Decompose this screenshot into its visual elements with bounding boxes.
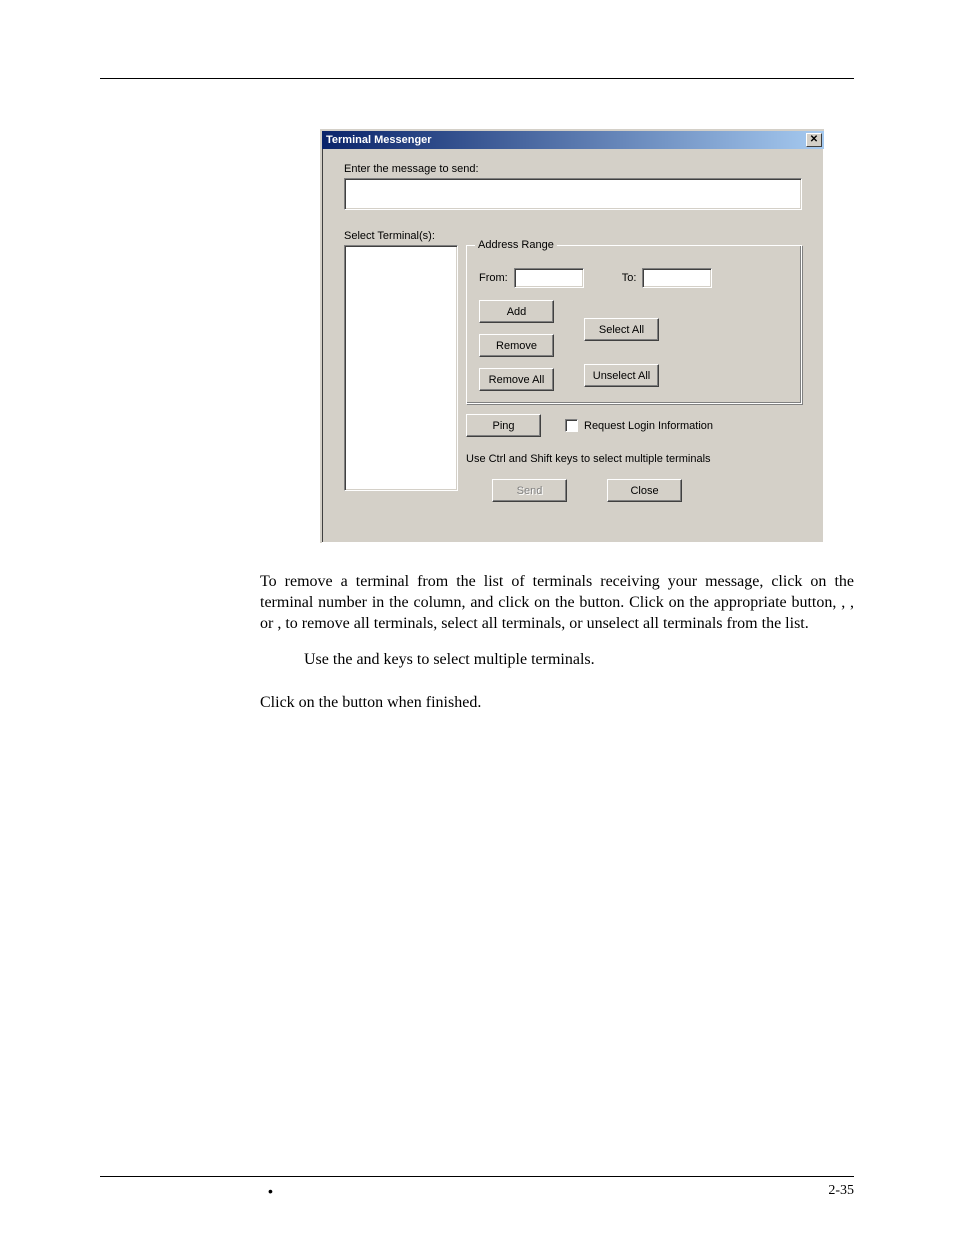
from-label: From: <box>479 272 508 284</box>
send-button[interactable]: Send <box>492 479 567 502</box>
add-button[interactable]: Add <box>479 300 554 323</box>
remove-button[interactable]: Remove <box>479 334 554 357</box>
paragraph-1: To remove a terminal from the list of te… <box>260 572 854 634</box>
remove-all-button[interactable]: Remove All <box>479 368 554 391</box>
close-icon[interactable]: ✕ <box>806 133 822 147</box>
terminals-listbox[interactable] <box>344 245 458 491</box>
paragraph-3: Click on the button when finished. <box>260 693 854 714</box>
enter-message-label: Enter the message to send: <box>344 163 802 175</box>
terminal-messenger-dialog: Terminal Messenger ✕ Enter the message t… <box>320 129 824 543</box>
note-line: Use the and keys to select multiple term… <box>260 650 854 671</box>
message-input[interactable] <box>344 178 802 210</box>
page-footer: • 2-35 <box>100 1183 854 1199</box>
close-button[interactable]: Close <box>607 479 682 502</box>
group-title: Address Range <box>475 239 557 251</box>
footer-rule <box>100 1176 854 1177</box>
to-input[interactable] <box>642 268 712 288</box>
from-input[interactable] <box>514 268 584 288</box>
dialog-title: Terminal Messenger <box>326 134 432 146</box>
footer-dot: • <box>268 1183 273 1199</box>
multi-select-hint: Use Ctrl and Shift keys to select multip… <box>466 453 802 465</box>
body-text: To remove a terminal from the list of te… <box>260 572 854 714</box>
header-rule <box>100 78 854 79</box>
select-all-button[interactable]: Select All <box>584 318 659 341</box>
select-terminals-label: Select Terminal(s): <box>344 230 802 242</box>
unselect-all-button[interactable]: Unselect All <box>584 364 659 387</box>
titlebar: Terminal Messenger ✕ <box>322 131 824 149</box>
request-login-checkbox[interactable]: Request Login Information <box>565 419 713 432</box>
request-login-label: Request Login Information <box>584 420 713 432</box>
checkbox-icon <box>565 419 578 432</box>
address-range-group: Address Range From: To: Add Remove Remov <box>466 245 802 404</box>
ping-button[interactable]: Ping <box>466 414 541 437</box>
page-number: 2-35 <box>828 1183 854 1199</box>
to-label: To: <box>622 272 637 284</box>
